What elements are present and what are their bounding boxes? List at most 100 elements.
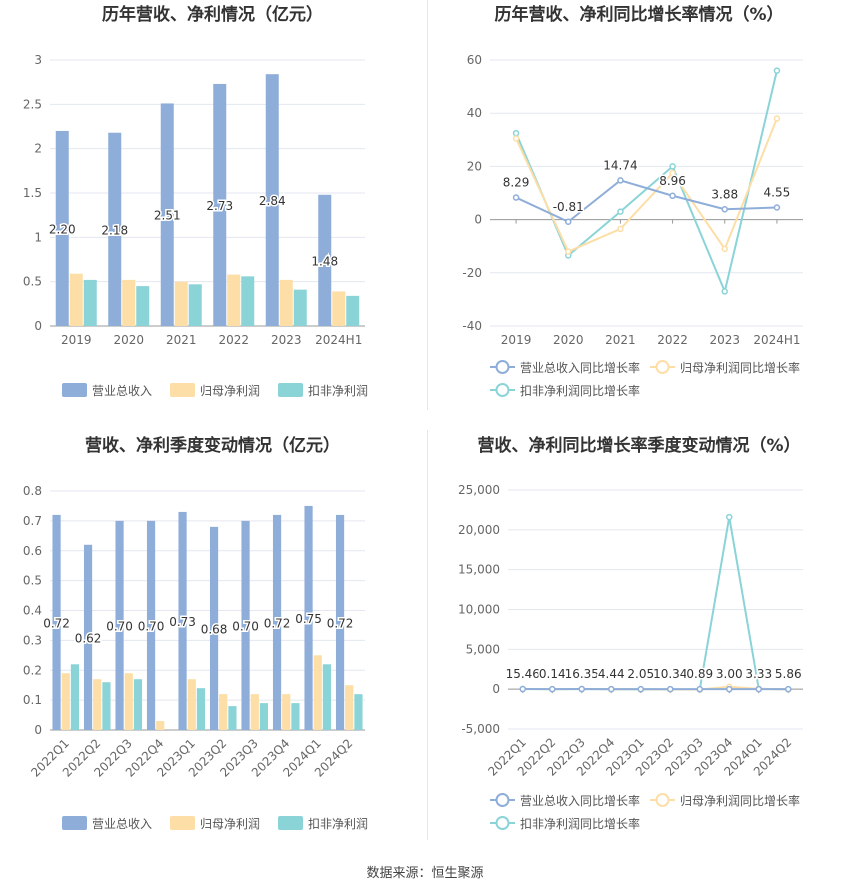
bar-扣非净利润 xyxy=(102,682,111,730)
point-营业总收入同比增长率 xyxy=(565,218,572,226)
x-tick-label: 2020 xyxy=(553,333,584,347)
chart-svg: 营收、净利季度变动情况（亿元） 0 0.1 0.2 0.3 0.4 0.5 0.6 0.7 0.8… xyxy=(23,435,368,831)
bar-扣非净利润 xyxy=(83,279,97,326)
chart-svg: 历年营收、净利同比增长率情况（%） -40 -20 0 20 40 60 2019 2020 20… xyxy=(462,4,803,398)
bar-扣非净利润 xyxy=(196,688,206,730)
data-label: 0.62 xyxy=(75,631,102,645)
divider-top xyxy=(427,0,428,410)
legend-marker xyxy=(495,793,510,807)
bar-扣非净利润 xyxy=(136,286,150,326)
point-营业总收入同比增长率 xyxy=(549,685,556,693)
legend-swatch xyxy=(170,816,195,830)
x-tick-label: 2019 xyxy=(61,333,92,347)
legend-swatch xyxy=(62,383,87,397)
point-归母净利润同比增长率 xyxy=(565,248,572,255)
point-营业总收入同比增长率 xyxy=(696,685,703,693)
data-label: 10.34 xyxy=(653,667,687,681)
bar-归母净利润 xyxy=(313,655,322,730)
y-tick-label: 0.2 xyxy=(23,663,42,677)
x-tick-label: 2023 xyxy=(271,333,302,347)
legend-label: 扣非净利润同比增长率 xyxy=(520,383,640,398)
bar-归母净利润 xyxy=(93,679,102,730)
data-label: 0.72 xyxy=(264,616,291,630)
y-tick-label: 0.4 xyxy=(23,604,42,618)
bar-归母净利润 xyxy=(61,673,70,730)
y-tick-label: 15,000 xyxy=(458,563,500,577)
point-营业总收入同比增长率 xyxy=(578,685,585,693)
bar-归母净利润 xyxy=(219,694,228,730)
bar-扣非净利润 xyxy=(259,703,269,730)
y-tick-label: 0.6 xyxy=(23,544,42,558)
data-label: 2.84 xyxy=(259,194,286,208)
point-归母净利润同比增长率 xyxy=(669,169,676,177)
point-扣非净利润同比增长率 xyxy=(512,129,520,137)
y-tick-label: -5,000 xyxy=(461,722,500,736)
point-扣非净利润同比增长率 xyxy=(773,67,781,74)
data-label: 0.72 xyxy=(43,616,70,630)
data-label: 2.73 xyxy=(206,199,233,213)
point-营业总收入同比增长率 xyxy=(773,204,781,211)
y-tick-label: 10,000 xyxy=(458,603,500,617)
y-tick-label: -20 xyxy=(462,266,482,280)
bar-扣非净利润 xyxy=(346,295,360,326)
bar-扣非净利润 xyxy=(291,703,300,730)
y-tick-label: 0 xyxy=(474,213,482,227)
x-tick-label: 2023 xyxy=(709,333,740,347)
y-tick-label: 2.5 xyxy=(23,97,42,111)
y-tick-label: 0 xyxy=(492,682,500,696)
x-tick-label: 2024H1 xyxy=(315,333,362,347)
bar-扣非净利润 xyxy=(188,284,202,326)
bar-营业总收入 xyxy=(108,132,122,326)
y-tick-label: 0 xyxy=(34,319,42,333)
point-营业总收入同比增长率 xyxy=(721,206,728,213)
data-label: 16.35 xyxy=(565,667,599,681)
bar-归母净利润 xyxy=(279,279,293,326)
bar-营业总收入 xyxy=(209,526,219,730)
chart-annual-growth-rate: 历年营收、净利同比增长率情况（%） -40 -20 0 20 40 60 2019 2020 20… xyxy=(428,0,850,410)
data-label: 14.74 xyxy=(603,158,637,172)
legend-swatch xyxy=(170,383,195,397)
data-label: 2.18 xyxy=(101,223,128,237)
y-tick-label: 5,000 xyxy=(466,642,500,656)
x-tick-label: 2022 xyxy=(657,333,688,347)
line-归母净利润同比增长率 xyxy=(515,118,778,253)
y-tick-label: 0.3 xyxy=(23,633,42,647)
legend-marker xyxy=(655,793,670,807)
y-tick-label: -40 xyxy=(462,319,482,333)
data-label: -0.81 xyxy=(553,200,584,214)
point-扣非净利润同比增长率 xyxy=(617,208,624,215)
bar-营业总收入 xyxy=(83,544,93,730)
line-营业总收入同比增长率 xyxy=(515,179,777,223)
point-扣非净利润同比增长率 xyxy=(726,513,733,521)
point-扣非净利润同比增长率 xyxy=(669,163,676,170)
data-label: 0.89 xyxy=(686,667,713,681)
point-归母净利润同比增长率 xyxy=(773,115,781,122)
y-tick-label: 20 xyxy=(467,159,482,173)
bar-归母净利润 xyxy=(156,721,165,730)
chart-svg: 营收、净利同比增长率季度变动情况（%） -5,000 0 5,000 10,000 15,… xyxy=(458,435,803,831)
legend-swatch xyxy=(62,816,87,830)
y-tick-label: 3 xyxy=(34,53,42,67)
bar-营业总收入 xyxy=(146,520,156,730)
data-label: 0.70 xyxy=(106,619,133,633)
data-label: 2.51 xyxy=(154,209,181,223)
y-tick-label: 1.5 xyxy=(23,186,42,200)
y-tick-label: 40 xyxy=(467,106,482,120)
point-营业总收入同比增长率 xyxy=(519,685,526,693)
data-label: 4.44 xyxy=(598,667,625,681)
bar-扣非净利润 xyxy=(133,679,143,730)
bar-归母净利润 xyxy=(122,279,136,326)
data-label: 3.33 xyxy=(745,667,772,681)
bar-营业总收入 xyxy=(304,505,313,730)
legend-label: 归母净利润同比增长率 xyxy=(680,793,800,808)
y-tick-label: 60 xyxy=(467,53,482,67)
data-label: 1.48 xyxy=(311,254,338,268)
chart-title: 历年营收、净利同比增长率情况（%） xyxy=(494,4,783,25)
data-label: 8.96 xyxy=(659,174,686,188)
y-tick-label: 20,000 xyxy=(458,523,500,537)
bar-扣非净利润 xyxy=(241,276,255,326)
chart-quarterly-growth-rate: 营收、净利同比增长率季度变动情况（%） -5,000 0 5,000 10,000 15,… xyxy=(428,425,850,845)
line-扣非净利润同比增长率 xyxy=(522,516,789,691)
bar-归母净利润 xyxy=(187,679,196,730)
data-label: 3.00 xyxy=(716,667,743,681)
